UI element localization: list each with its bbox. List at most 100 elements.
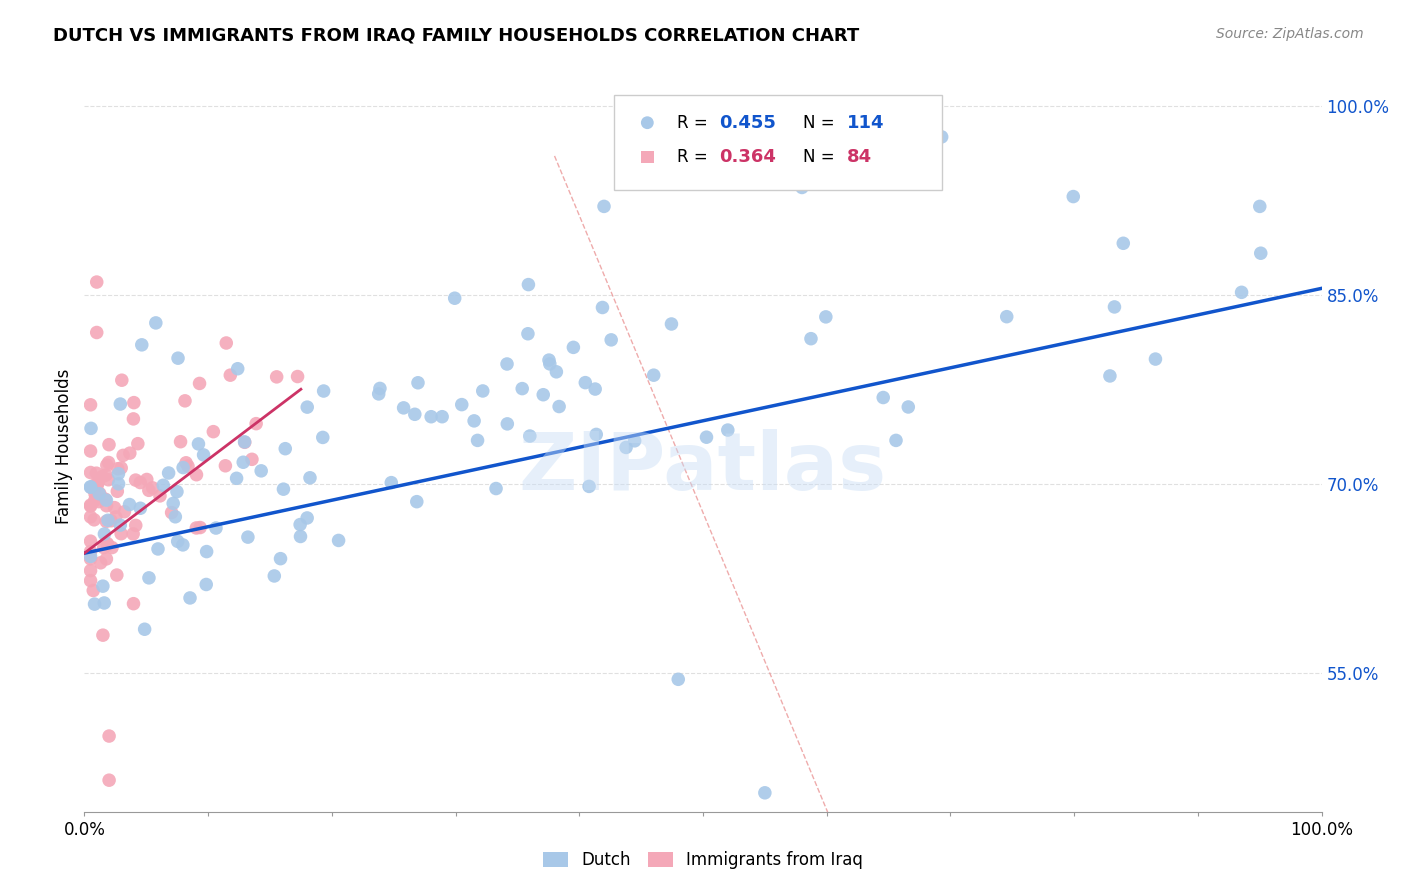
Point <box>160 506 183 520</box>
Point <box>165 509 187 524</box>
Point <box>91 579 114 593</box>
Point <box>89 487 111 501</box>
Point <box>884 434 907 448</box>
Point <box>585 427 607 442</box>
Point <box>636 171 658 186</box>
Point <box>98 729 121 743</box>
Point <box>463 414 485 428</box>
Point <box>79 480 101 494</box>
Point <box>443 291 465 305</box>
Point <box>368 381 391 395</box>
Point <box>110 397 132 411</box>
Point <box>97 455 120 469</box>
Point <box>97 538 120 552</box>
Point <box>202 425 225 439</box>
Text: 0.455: 0.455 <box>718 113 776 132</box>
Point <box>167 351 190 366</box>
Point <box>101 541 124 555</box>
Point <box>86 466 108 480</box>
Point <box>328 533 350 548</box>
Point <box>138 483 160 498</box>
Point <box>82 583 104 598</box>
Point <box>800 332 823 346</box>
Point <box>162 496 184 510</box>
Point <box>406 376 429 390</box>
Text: ZIPatlas: ZIPatlas <box>519 429 887 507</box>
Point <box>695 430 717 444</box>
Point <box>187 437 209 451</box>
Point <box>643 368 665 383</box>
Point <box>84 487 107 501</box>
Point <box>122 412 145 426</box>
Point <box>104 510 127 524</box>
Point <box>112 449 135 463</box>
Point <box>270 551 292 566</box>
Point <box>93 541 115 555</box>
Point <box>79 509 101 524</box>
Point <box>79 564 101 578</box>
Point <box>814 310 837 324</box>
Point <box>127 436 149 450</box>
Text: N =: N = <box>803 148 841 166</box>
Y-axis label: Family Households: Family Households <box>55 368 73 524</box>
Point <box>97 473 120 487</box>
Point <box>83 597 105 611</box>
Point <box>134 622 156 636</box>
Point <box>600 333 623 347</box>
Point <box>1112 236 1135 251</box>
Point <box>174 456 197 470</box>
Point <box>295 511 318 525</box>
Point <box>93 527 115 541</box>
Point <box>111 373 134 387</box>
Point <box>263 569 285 583</box>
Point <box>995 310 1018 324</box>
Point <box>122 395 145 409</box>
Point <box>118 498 141 512</box>
Point <box>79 574 101 588</box>
Point <box>225 471 247 485</box>
Point <box>110 518 132 533</box>
Point <box>149 489 172 503</box>
FancyBboxPatch shape <box>614 95 942 190</box>
Point <box>717 423 740 437</box>
Point <box>145 316 167 330</box>
Point <box>79 544 101 558</box>
Point <box>250 464 273 478</box>
Point <box>100 514 122 528</box>
Point <box>496 417 519 431</box>
Point <box>287 369 309 384</box>
Point <box>186 521 208 535</box>
Point <box>105 568 128 582</box>
Point <box>405 494 427 508</box>
Point <box>897 400 920 414</box>
Point <box>96 552 118 566</box>
Point <box>83 513 105 527</box>
Point <box>1098 368 1121 383</box>
Point <box>79 398 101 412</box>
Point <box>110 461 132 475</box>
Point <box>169 434 191 449</box>
Point <box>312 384 335 398</box>
Point <box>546 365 568 379</box>
Point <box>233 435 256 450</box>
Point <box>614 441 637 455</box>
Point <box>96 515 118 529</box>
Point <box>96 458 118 472</box>
Point <box>273 482 295 496</box>
Point <box>312 430 335 444</box>
Point <box>450 398 472 412</box>
Point <box>188 376 211 391</box>
Point <box>83 493 105 508</box>
Point <box>583 382 606 396</box>
Point <box>124 473 146 487</box>
Point <box>517 277 540 292</box>
Point <box>93 596 115 610</box>
Point <box>79 534 101 549</box>
Point <box>86 275 108 289</box>
Point <box>367 387 389 401</box>
Point <box>94 492 117 507</box>
Point <box>118 446 141 460</box>
Point <box>94 468 117 483</box>
Point <box>519 429 541 443</box>
Point <box>215 336 238 351</box>
